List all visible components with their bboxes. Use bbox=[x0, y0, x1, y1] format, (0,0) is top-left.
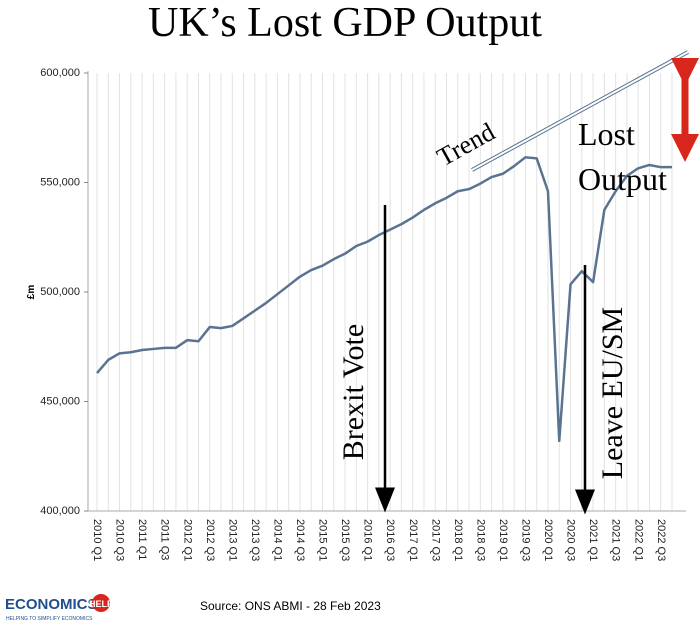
x-tick-label: 2021 Q3 bbox=[610, 519, 622, 561]
brexit-label: Brexit Vote bbox=[337, 324, 370, 460]
chart-title: UK’s Lost GDP Output bbox=[148, 0, 542, 46]
x-tick-label: 2012 Q3 bbox=[204, 519, 216, 561]
x-tick-label: 2016 Q1 bbox=[362, 519, 374, 561]
y-tick-label: 500,000 bbox=[40, 286, 80, 298]
x-tick-label: 2014 Q1 bbox=[271, 519, 283, 561]
x-tick-label: 2011 Q1 bbox=[136, 519, 148, 560]
x-tick-label: 2022 Q1 bbox=[632, 519, 644, 561]
x-tick-label: 2012 Q1 bbox=[181, 519, 193, 561]
x-tick-label: 2015 Q1 bbox=[317, 519, 329, 561]
x-tick-label: 2019 Q1 bbox=[497, 519, 509, 561]
logo-tagline: HELPING TO SIMPLIFY ECONOMICS bbox=[6, 616, 93, 622]
logo: HELP bbox=[89, 599, 113, 609]
x-tick-label: 2020 Q3 bbox=[565, 519, 577, 561]
x-tick-label: 2022 Q3 bbox=[655, 519, 667, 561]
x-tick-label: 2020 Q1 bbox=[542, 519, 554, 561]
trend-line-inner bbox=[471, 51, 689, 171]
lost-output-label: Lost bbox=[578, 116, 635, 152]
x-tick-label: 2017 Q1 bbox=[407, 519, 419, 561]
x-tick-label: 2013 Q3 bbox=[249, 519, 261, 561]
x-tick-label: 2010 Q1 bbox=[91, 519, 103, 561]
x-tick-label: 2017 Q3 bbox=[429, 519, 441, 561]
y-tick-label: 450,000 bbox=[40, 395, 80, 407]
x-tick-label: 2018 Q1 bbox=[452, 519, 464, 561]
source: Source: ONS ABMI - 28 Feb 2023 bbox=[200, 599, 381, 613]
y-axis-label: £m bbox=[26, 285, 37, 300]
x-tick-label: 2014 Q3 bbox=[294, 519, 306, 561]
x-tick-label: 2013 Q1 bbox=[226, 519, 238, 561]
logo: ECONOMICS bbox=[5, 596, 98, 613]
plot-area: 400,000 450,000 500,000 550,000 600,000 2010 … bbox=[40, 67, 686, 561]
x-tick-label: 2021 Q1 bbox=[587, 519, 599, 561]
logo-badge bbox=[92, 594, 110, 612]
y-tick-label: 600,000 bbox=[40, 67, 80, 79]
x-tick-label: 2011 Q3 bbox=[159, 519, 171, 560]
y-tick-label: 400,000 bbox=[40, 505, 80, 517]
x-tick-label: 2018 Q3 bbox=[474, 519, 486, 561]
x-tick-label: 2010 Q3 bbox=[114, 519, 126, 561]
x-tick-label: 2019 Q3 bbox=[520, 519, 532, 561]
y-tick-label: 550,000 bbox=[40, 176, 80, 188]
trend-label: Trend bbox=[432, 117, 500, 172]
lost-output-label: Output bbox=[578, 161, 667, 197]
x-tick-label: 2015 Q3 bbox=[339, 519, 351, 561]
leave-label: Leave EU/SM bbox=[596, 307, 629, 479]
x-tick-label: 2016 Q3 bbox=[384, 519, 396, 561]
